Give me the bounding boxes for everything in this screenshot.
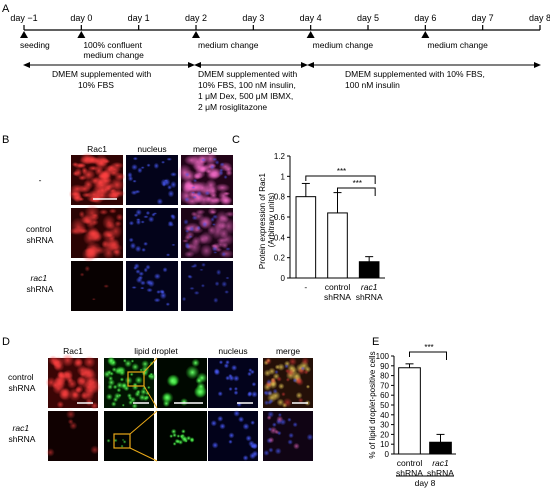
d-zoom-box-control (127, 371, 145, 387)
panel-label-b: B (2, 134, 9, 146)
event-marker-4 (421, 31, 430, 38)
d-image-lipid-knockdown (104, 411, 154, 461)
chart-e-ytick-label-8: 80 (380, 372, 389, 381)
d-image-grid (45, 353, 314, 462)
chart-c-ytick-label-2: 0.4 (274, 233, 286, 242)
d-col-merge: merge (276, 346, 300, 356)
chart-e-xlabel-1: rac1 shRNA (427, 458, 454, 478)
chart-c-sig-label-0: *** (337, 167, 346, 176)
event-marker-1 (77, 31, 86, 38)
event-label-3: medium change (313, 40, 374, 50)
chart-c-ytick-label-0: 0 (281, 274, 286, 283)
chart-c-bar-0 (295, 196, 317, 279)
timeline-day-0: day −1 (10, 13, 37, 23)
b-image-grid (68, 151, 237, 311)
b-col-merge: merge (193, 144, 217, 154)
event-label-1: 100% confluent medium change (83, 40, 144, 60)
chart-c-sig-bracket-0 (305, 175, 376, 184)
chart-c-sig-bracket-1 (337, 187, 376, 196)
d-zoom-connector-control-top (143, 357, 158, 373)
chart-c-ytick-label-6: 1.2 (274, 152, 286, 161)
chart-e-ytick-label-1: 10 (380, 440, 389, 449)
medium-label-2: DMEM supplemented with 10% FBS, 100 nM i… (198, 69, 300, 112)
chart-e-ytick-label-9: 90 (380, 362, 389, 371)
event-marker-0 (20, 31, 28, 38)
chart-e-sig-bracket-0 (409, 351, 447, 360)
timeline-day-6: day 5 (357, 13, 379, 23)
chart-c-sig-label-1: *** (353, 179, 362, 188)
chart-e-ylabel: % of lipid droplet-positive cells (368, 351, 377, 458)
timeline-day-3: day 2 (185, 13, 207, 23)
d-col-rac1: Rac1 (63, 346, 83, 356)
chart-e: % of lipid droplet-positive cells 010203… (368, 343, 456, 488)
chart-e-bar-0 (398, 367, 421, 455)
medium-arrow-3-left-head (307, 62, 314, 68)
panel-label-c: C (232, 134, 240, 146)
b-row-label-1: - (39, 175, 42, 185)
event-marker-2 (192, 31, 200, 38)
medium-arrow-2-left-head (194, 62, 201, 68)
medium-label-1: DMEM supplemented with 10% FBS (52, 69, 154, 90)
chart-c: Protein expression of Rac1 (Arbitrary un… (258, 152, 385, 302)
timeline-day-4: day 3 (242, 13, 264, 23)
chart-c-ytick-label-3: 0.6 (274, 213, 286, 222)
event-label-2: medium change (198, 40, 259, 50)
chart-c-xlabel-0: - (304, 282, 307, 292)
b-col-rac1: Rac1 (87, 144, 107, 154)
chart-e-group-label: day 8 (415, 478, 436, 488)
chart-e-ytick-label-4: 40 (380, 411, 389, 420)
panel-label-a: A (2, 3, 10, 15)
d-zoom-connector-control-bottom (143, 385, 158, 409)
timeline-day-7: day 6 (414, 13, 436, 23)
d-row-label-2: rac1 shRNA (9, 423, 36, 444)
d-zoom-box-knockdown (113, 433, 131, 449)
timeline-day-2: day 1 (128, 13, 150, 23)
chart-e-bar-1 (429, 441, 452, 455)
chart-e-ytick-label-2: 20 (380, 430, 389, 439)
chart-c-ytick-label-4: 0.8 (274, 193, 286, 202)
chart-e-sig-label-0: *** (424, 343, 433, 352)
chart-e-ytick-label-7: 70 (380, 381, 389, 390)
medium-label-3: DMEM supplemented with 10% FBS, 100 nM i… (345, 69, 487, 90)
timeline-day-8: day 7 (472, 13, 494, 23)
medium-arrow-1-right-head (188, 62, 195, 68)
chart-c-bar-1 (327, 212, 348, 279)
chart-e-ytick-label-5: 50 (380, 401, 389, 410)
panel-label-e: E (372, 336, 379, 348)
d-zoom-connector-knockdown-bottom (129, 447, 158, 462)
timeline-day-9: day 8 (529, 13, 550, 23)
b-image-rac1-knockdown (71, 261, 123, 311)
event-marker-3 (306, 31, 315, 38)
chart-e-ytick-label-3: 30 (380, 421, 389, 430)
timeline-day-1: day 0 (70, 13, 92, 23)
chart-c-ylabel: Protein expression of Rac1 (Arbitrary un… (258, 171, 276, 269)
b-row-label-2: control shRNA (26, 224, 54, 245)
medium-arrow-2-right-head (301, 62, 308, 68)
d-row-label-1: control shRNA (8, 372, 36, 393)
chart-c-xlabel-2: rac1 shRNA (356, 282, 383, 302)
medium-arrow-3-right-head (534, 62, 541, 68)
b-row-label-3: rac1 shRNA (27, 273, 54, 294)
chart-c-ytick-label-5: 1 (281, 172, 286, 181)
medium-arrow-1-left-head (23, 62, 30, 68)
chart-c-bar-2 (358, 261, 380, 279)
d-col-lipid: lipid droplet (134, 346, 178, 356)
chart-c-xlabel-1: control shRNA (324, 282, 351, 302)
timeline-day-5: day 4 (300, 13, 322, 23)
chart-e-ytick-label-10: 100 (376, 352, 390, 361)
b-col-nucleus: nucleus (137, 144, 166, 154)
chart-e-ytick-label-0: 0 (385, 450, 390, 459)
d-col-nucleus: nucleus (218, 346, 247, 356)
medium-arrows (23, 62, 541, 68)
d-image-rac1-knockdown (48, 411, 98, 461)
timeline-axis: day −1 day 0 day 1 day 2 day 3 day 4 day 5 day … (10, 13, 550, 60)
chart-e-xlabel-0: control shRNA (396, 458, 423, 478)
panel-label-d: D (2, 336, 10, 348)
event-label-4: medium change (427, 40, 488, 50)
chart-e-ytick-label-6: 60 (380, 391, 389, 400)
event-label-0: seeding (20, 40, 50, 50)
d-zoom-connector-knockdown-top (129, 410, 158, 435)
chart-c-ytick-label-1: 0.2 (274, 254, 286, 263)
